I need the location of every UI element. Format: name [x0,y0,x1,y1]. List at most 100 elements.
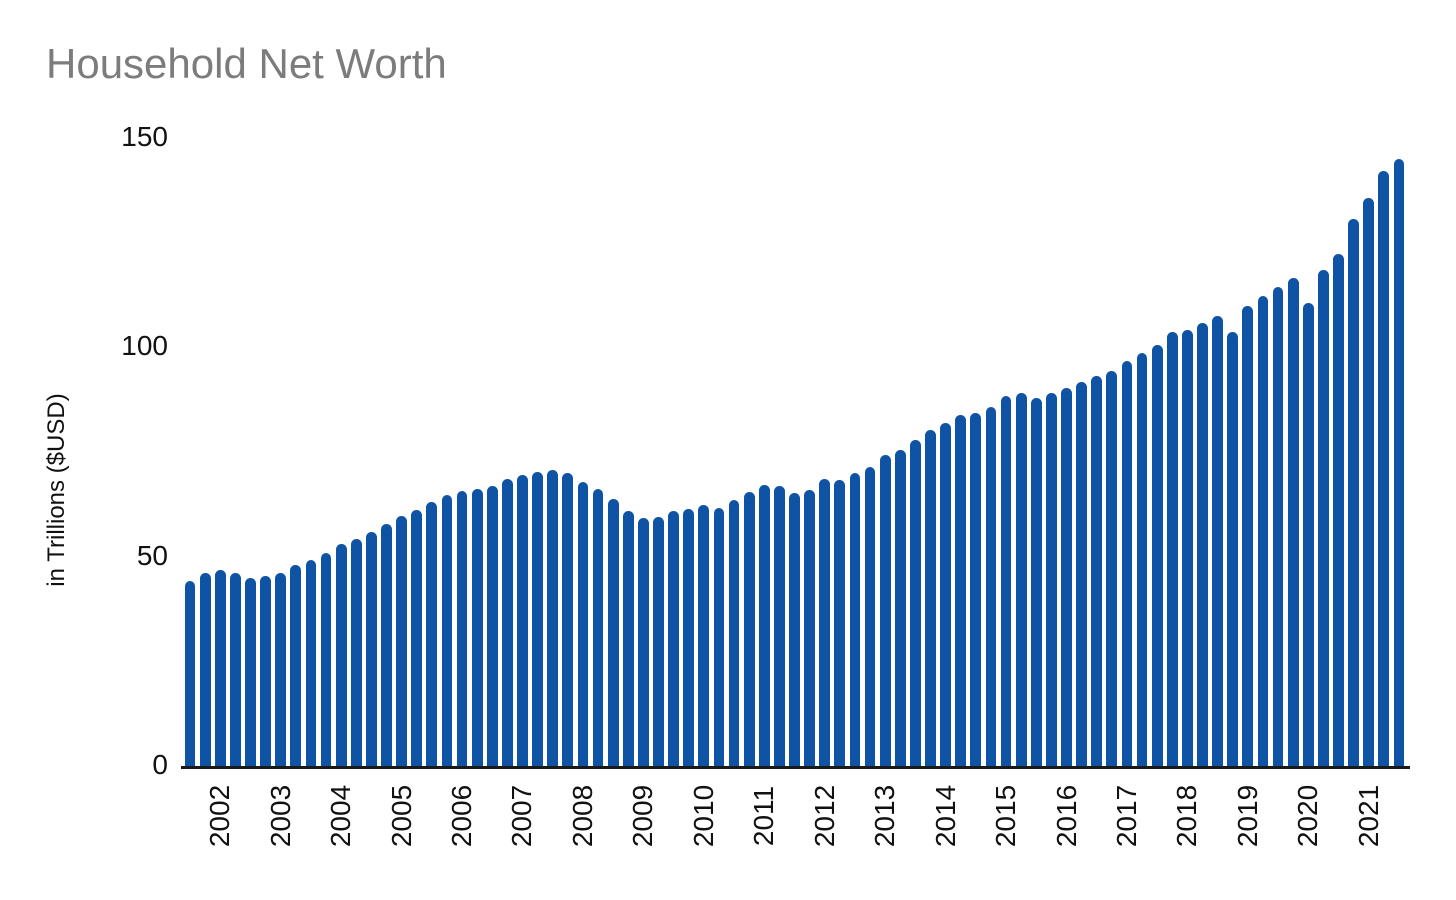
bar-2010Q2 [713,507,725,766]
bar-2011Q2 [773,486,785,766]
bar-2015Q3 [1030,398,1042,766]
bar-2013Q3 [910,440,921,766]
x-tick-label-2006: 2006 [446,784,478,848]
bar-2002Q1 [214,570,226,766]
x-tick-label-2013: 2013 [869,784,901,848]
x-tick-label-2019: 2019 [1231,784,1263,848]
bar-2019Q2 [1257,295,1269,766]
bar-2020Q1 [1302,303,1314,766]
chart-title: Household Net Worth [46,40,447,87]
bar-2001Q3 [184,580,196,766]
bar-2017Q2 [1136,353,1148,766]
bar-2011Q1 [758,485,770,766]
y-tick-label: 100 [121,330,168,362]
bar-2012Q2 [834,480,846,766]
bar-2007Q1 [517,475,528,766]
bar-2014Q2 [955,415,967,766]
bar-2003Q1 [275,572,287,766]
bar-2007Q2 [532,471,543,766]
x-tick-label-2002: 2002 [204,784,236,848]
bar-2008Q4 [622,510,634,766]
bar-2003Q3 [305,559,317,766]
bar-2005Q4 [441,495,453,766]
bar-2011Q3 [789,493,800,766]
bar-2019Q4 [1287,278,1299,766]
bar-2008Q2 [592,488,604,766]
bar-2012Q4 [864,467,876,766]
x-tick-label-2018: 2018 [1171,784,1203,848]
bar-2017Q1 [1121,360,1133,766]
bar-2020Q3 [1333,253,1344,766]
bar-2010Q4 [743,492,755,766]
bar-2018Q1 [1182,329,1193,766]
bar-2002Q3 [245,578,256,766]
y-tick-label: 150 [121,121,168,152]
bar-2019Q3 [1272,287,1284,766]
bar-2008Q1 [577,481,589,766]
bar-2003Q4 [320,553,332,766]
x-tick-label-2004: 2004 [325,784,357,848]
x-tick-label-2011: 2011 [748,785,780,847]
bar-2014Q3 [970,412,982,766]
bar-2016Q2 [1076,381,1088,766]
bar-2019Q1 [1242,305,1254,766]
bar-2012Q1 [819,478,831,766]
bar-2013Q4 [925,430,936,766]
bar-2006Q2 [471,488,483,766]
bar-2001Q4 [199,573,211,766]
bar-2021Q3 [1393,159,1405,766]
bar-2016Q1 [1061,387,1072,766]
bar-2004Q4 [381,524,392,766]
bar-2007Q3 [547,469,559,766]
bar-2018Q3 [1212,315,1224,766]
x-tick-label-2008: 2008 [566,784,598,848]
bar-2011Q4 [804,489,815,766]
bar-2020Q4 [1348,218,1360,766]
bar-2006Q3 [486,486,498,766]
bar-2013Q2 [894,450,906,766]
bar-2002Q4 [260,575,271,766]
x-tick-label-2020: 2020 [1292,784,1324,848]
bar-2015Q4 [1046,392,1057,766]
x-tick-label-2009: 2009 [627,784,659,848]
bar-2008Q3 [607,498,619,766]
bar-2006Q1 [456,490,468,766]
y-axis-title: in Trillions ($USD) [43,393,70,587]
x-tick-label-2015: 2015 [990,784,1022,848]
bar-2010Q3 [728,500,740,766]
bar-2013Q1 [879,455,891,766]
bar-2009Q3 [668,510,679,766]
bar-2018Q4 [1227,331,1239,766]
bar-2012Q3 [849,473,861,766]
x-tick-label-2003: 2003 [264,784,296,848]
bar-2005Q2 [411,509,423,766]
bar-2010Q1 [698,504,710,766]
x-tick-label-2017: 2017 [1110,784,1142,848]
y-tick-label: 0 [152,749,168,780]
bar-2005Q1 [396,516,407,766]
bar-2004Q3 [365,531,377,766]
bar-2006Q4 [501,478,513,766]
bar-2014Q4 [985,407,997,766]
bar-2004Q2 [350,539,362,766]
bar-2020Q2 [1318,269,1329,766]
x-tick-label-2005: 2005 [385,784,417,848]
bar-2007Q4 [562,472,574,766]
bar-2005Q3 [426,502,438,766]
x-axis-line [181,766,1410,769]
bar-2014Q1 [940,423,952,766]
bar-2004Q1 [335,544,347,766]
bar-2017Q3 [1151,344,1163,766]
bar-2018Q2 [1197,323,1208,766]
bar-2017Q4 [1166,332,1178,766]
x-tick-label-2010: 2010 [687,784,719,848]
bar-2016Q4 [1106,370,1118,766]
x-tick-label-2012: 2012 [808,784,840,848]
bar-2015Q1 [1000,396,1012,766]
x-tick-label-2007: 2007 [506,784,538,848]
y-tick-label: 50 [136,539,168,571]
bar-2002Q2 [229,573,241,766]
bar-2003Q2 [290,565,302,766]
x-tick-label-2021: 2021 [1352,784,1384,848]
